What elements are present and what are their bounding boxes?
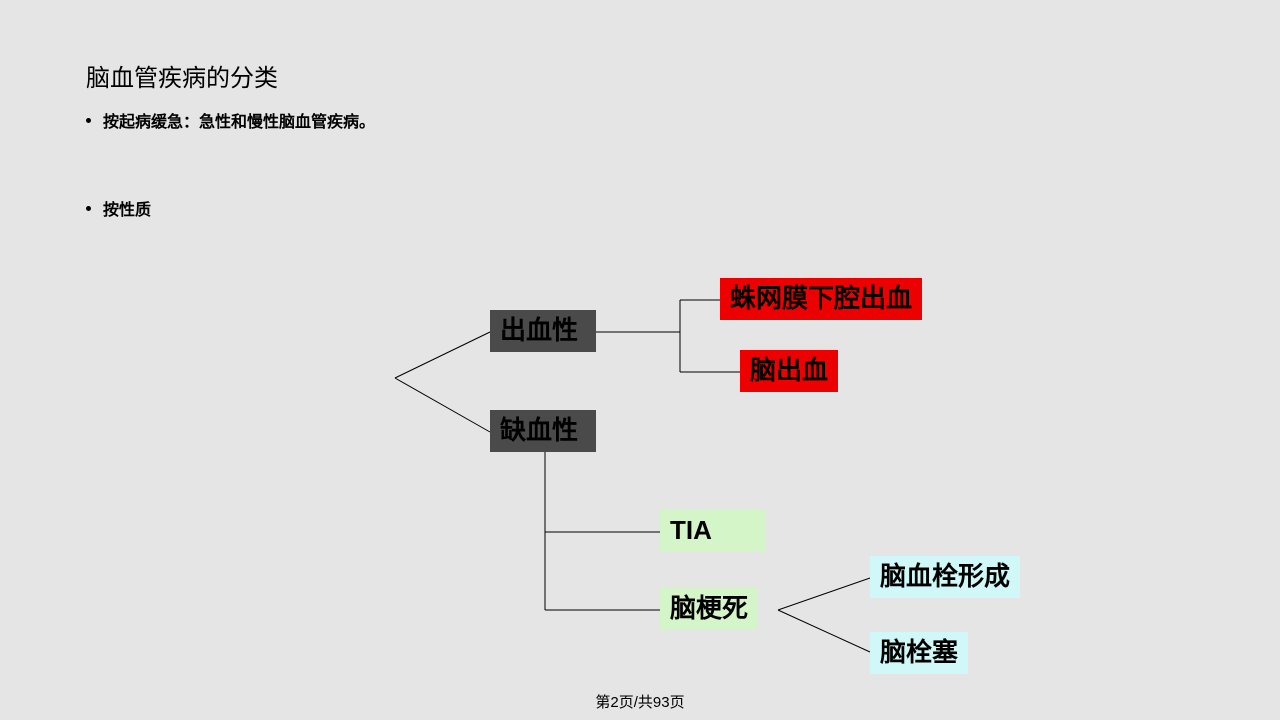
bullet-dot <box>86 118 91 123</box>
node-tia: TIA <box>660 510 766 552</box>
node-hemorrhagic: 出血性 <box>490 310 596 352</box>
page-number: 第2页/共93页 <box>595 691 684 712</box>
node-sah: 蛛网膜下腔出血 <box>720 278 922 320</box>
bullet-text: 按性质 <box>103 196 151 220</box>
node-embolism: 脑栓塞 <box>870 632 968 674</box>
slide-title: 脑血管疾病的分类 <box>86 58 278 93</box>
node-thrombosis: 脑血栓形成 <box>870 556 1020 598</box>
bullet-item: 按起病缓急：急性和慢性脑血管疾病。 <box>86 108 375 132</box>
node-ischemic: 缺血性 <box>490 410 596 452</box>
bullet-text: 按起病缓急：急性和慢性脑血管疾病。 <box>103 108 375 132</box>
node-infarct: 脑梗死 <box>660 588 758 630</box>
bullet-item: 按性质 <box>86 196 151 220</box>
bullet-dot <box>86 206 91 211</box>
node-ich: 脑出血 <box>740 350 838 392</box>
